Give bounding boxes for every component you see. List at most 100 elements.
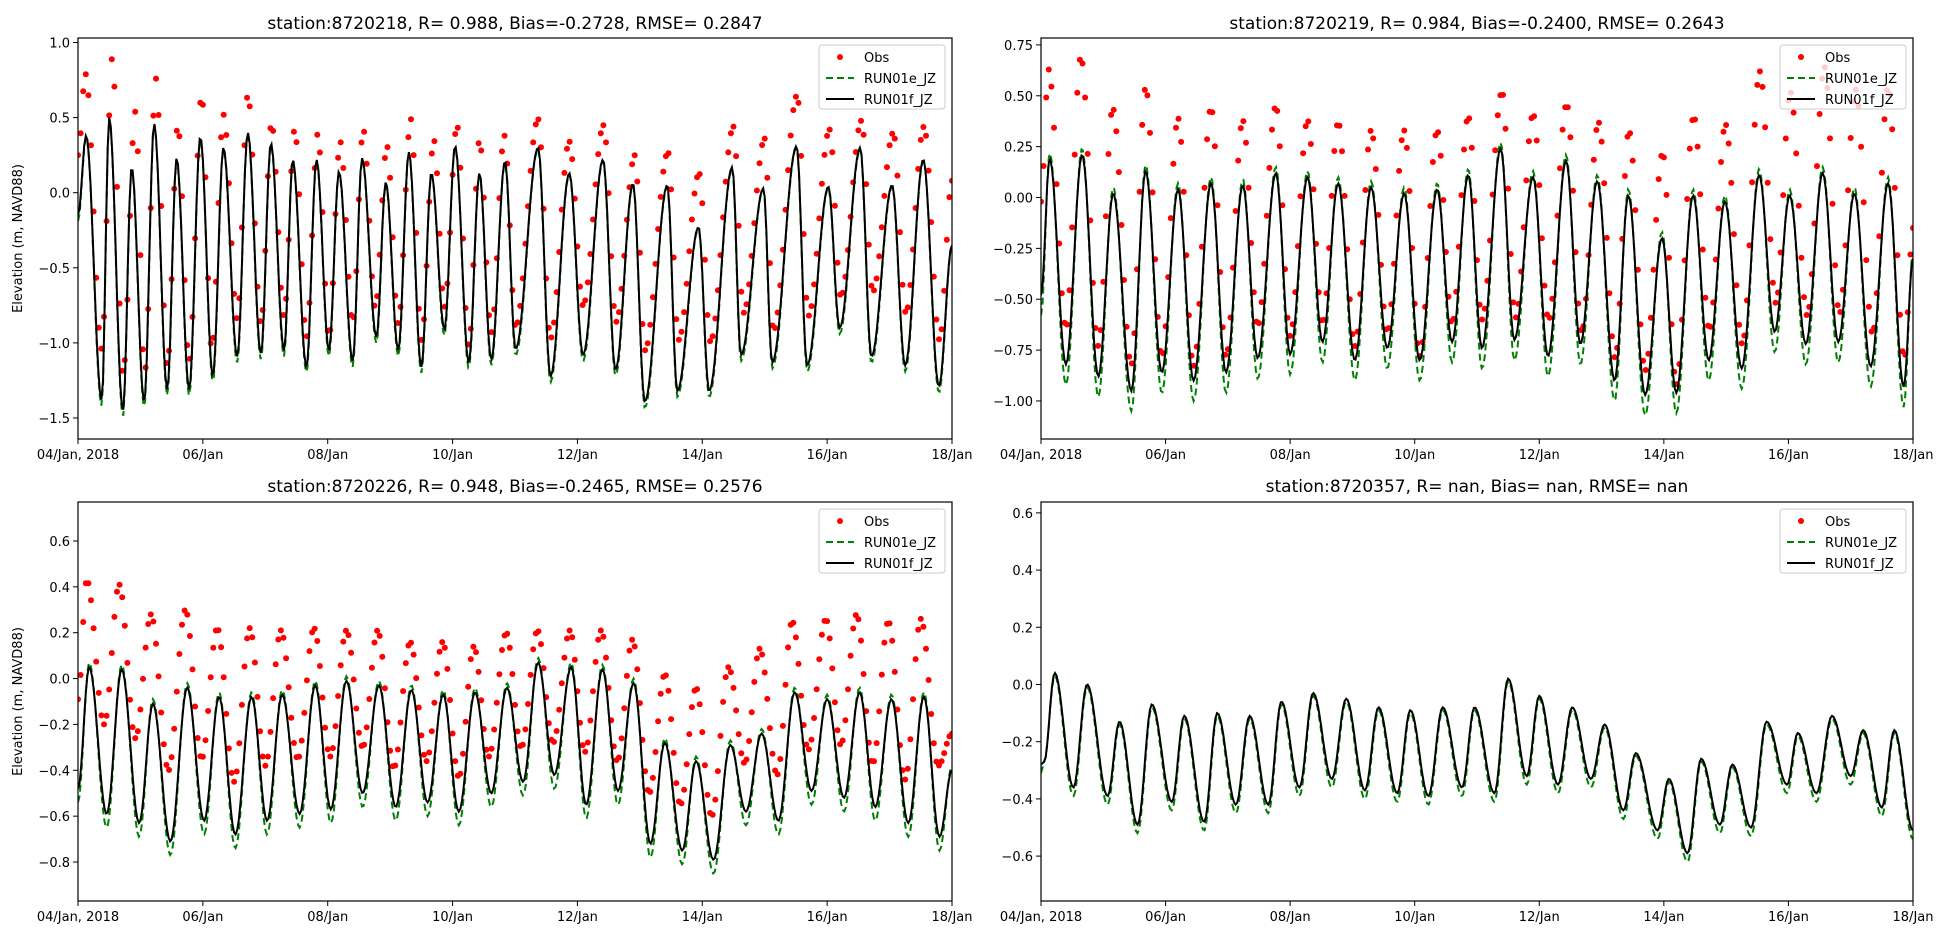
- series-run01f-jz: [1041, 671, 1913, 855]
- y-tick-label: −0.6: [38, 810, 70, 825]
- legend-item-run01f-jz: RUN01f_JZ: [826, 93, 933, 108]
- obs-point: [384, 144, 391, 151]
- obs-point: [1053, 181, 1060, 188]
- obs-point: [878, 224, 885, 231]
- obs-point: [946, 194, 952, 201]
- obs-point: [1749, 179, 1756, 186]
- obs-point: [855, 616, 862, 623]
- obs-point: [173, 127, 180, 134]
- obs-point: [818, 180, 825, 187]
- obs-point: [158, 709, 165, 716]
- y-tick-label: 0.2: [49, 627, 70, 642]
- obs-point: [564, 145, 570, 152]
- obs-point: [499, 148, 505, 155]
- obs-point: [233, 315, 240, 322]
- obs-point: [1720, 128, 1727, 135]
- obs-point: [249, 634, 256, 641]
- y-tick-label: 0.6: [1012, 507, 1033, 522]
- legend-item-obs: Obs: [837, 515, 889, 530]
- obs-point: [1653, 216, 1660, 223]
- obs-point: [132, 108, 139, 115]
- obs-point: [512, 701, 518, 708]
- y-tick-label: 0.50: [1004, 90, 1033, 105]
- obs-point: [730, 123, 737, 130]
- obs-point: [132, 735, 139, 742]
- obs-point: [1128, 360, 1135, 367]
- obs-point: [173, 688, 180, 695]
- obs-point: [818, 631, 825, 638]
- obs-point: [826, 635, 833, 642]
- obs-point: [873, 275, 880, 282]
- obs-point: [917, 136, 924, 143]
- obs-point: [1429, 159, 1436, 165]
- obs-point: [829, 665, 836, 672]
- x-tick-label: 10/Jan: [1394, 910, 1435, 925]
- obs-point: [949, 730, 952, 737]
- obs-point: [707, 338, 714, 345]
- obs-point: [1759, 83, 1766, 90]
- obs-point: [106, 112, 113, 119]
- obs-point: [912, 656, 919, 663]
- obs-point: [350, 676, 357, 683]
- obs-point: [769, 750, 776, 757]
- obs-point: [626, 647, 633, 654]
- obs-point: [847, 652, 854, 659]
- obs-point: [491, 726, 498, 733]
- obs-point: [613, 318, 620, 325]
- obs-point: [756, 645, 763, 652]
- obs-point: [1071, 151, 1078, 158]
- obs-point: [1829, 200, 1836, 207]
- y-tick-label: 0.0: [1012, 678, 1033, 693]
- legend-label: RUN01f_JZ: [864, 557, 933, 572]
- obs-point: [1523, 177, 1530, 184]
- obs-point: [722, 178, 729, 185]
- obs-point: [1801, 294, 1807, 301]
- obs-point: [670, 749, 677, 756]
- obs-point: [733, 707, 740, 714]
- obs-point: [941, 287, 948, 294]
- obs-point: [1069, 224, 1076, 231]
- obs-point: [644, 340, 651, 347]
- obs-point: [194, 735, 201, 741]
- x-tick-label: 08/Jan: [307, 448, 348, 463]
- obs-point: [1100, 278, 1107, 285]
- plot-area: [78, 580, 952, 876]
- obs-point: [1702, 294, 1709, 301]
- obs-point: [1897, 311, 1903, 318]
- obs-point: [1738, 340, 1745, 347]
- obs-point: [834, 259, 841, 266]
- obs-point: [647, 321, 654, 328]
- obs-point: [1627, 130, 1634, 137]
- obs-point: [782, 681, 789, 688]
- obs-point: [740, 309, 747, 316]
- obs-point: [871, 287, 877, 294]
- obs-point: [103, 712, 110, 719]
- obs-point: [340, 638, 347, 645]
- obs-point: [1502, 125, 1509, 132]
- obs-point: [522, 726, 529, 733]
- obs-point: [1406, 188, 1413, 194]
- obs-point: [1243, 139, 1249, 146]
- obs-point: [621, 705, 628, 712]
- obs-point: [514, 728, 521, 735]
- obs-point: [431, 699, 438, 706]
- obs-point: [668, 716, 675, 723]
- obs-point: [865, 241, 872, 248]
- x-tick-label: 12/Jan: [1519, 910, 1560, 925]
- obs-point: [616, 309, 622, 316]
- obs-point: [1533, 137, 1540, 144]
- x-tick-label: 12/Jan: [557, 910, 598, 925]
- subplot-title: station:8720357, R= nan, Bias= nan, RMSE…: [1266, 477, 1689, 497]
- obs-point: [207, 674, 214, 681]
- obs-point: [1048, 83, 1055, 90]
- obs-point: [434, 170, 440, 177]
- legend-item-run01f-jz: RUN01f_JZ: [1787, 93, 1894, 108]
- obs-point: [813, 686, 820, 693]
- obs-point: [753, 187, 760, 194]
- obs-point: [805, 746, 812, 753]
- obs-point: [587, 251, 594, 257]
- obs-point: [1891, 184, 1898, 191]
- obs-point: [735, 731, 742, 738]
- obs-point: [1437, 152, 1444, 159]
- obs-point: [623, 672, 630, 679]
